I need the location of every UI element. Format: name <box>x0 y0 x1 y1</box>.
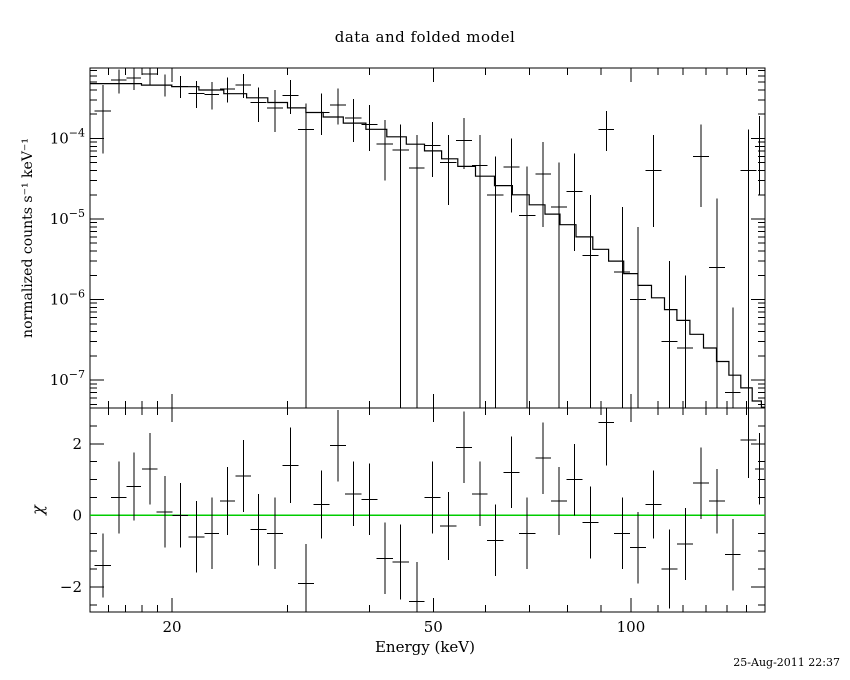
svg-text:−2: −2 <box>60 578 82 596</box>
tick-labels: 20 50 100 10−7 10−6 10−5 10−4 −2 0 2 <box>50 126 646 636</box>
svg-text:10−6: 10−6 <box>50 288 85 309</box>
data-error-bars <box>94 68 765 408</box>
svg-text:10−5: 10−5 <box>50 207 85 228</box>
svg-text:10−4: 10−4 <box>50 126 85 147</box>
svg-text:100: 100 <box>617 618 646 636</box>
svg-text:2: 2 <box>72 435 82 453</box>
svg-text:0: 0 <box>72 506 82 524</box>
svg-text:20: 20 <box>162 618 181 636</box>
svg-text:50: 50 <box>424 618 443 636</box>
plot-title: data and folded model <box>334 28 516 46</box>
timestamp: 25-Aug-2011 22:37 <box>733 656 840 669</box>
x-axis-label: Energy (keV) <box>374 638 475 656</box>
model-step-line <box>90 83 765 408</box>
residual-error-bars <box>94 408 765 612</box>
axes <box>89 67 766 613</box>
svg-text:10−7: 10−7 <box>50 368 85 389</box>
